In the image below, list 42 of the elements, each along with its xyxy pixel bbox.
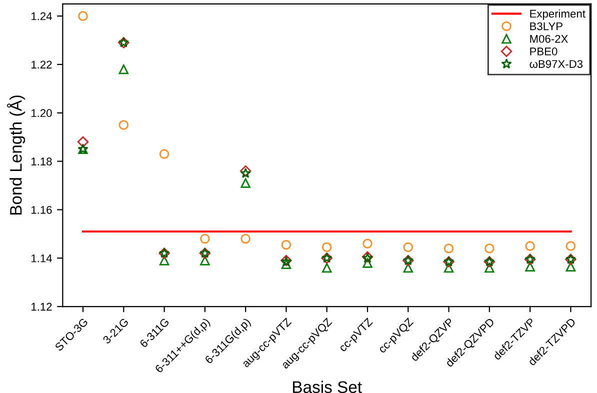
point — [322, 242, 332, 252]
point — [281, 240, 292, 250]
point — [484, 262, 494, 273]
y-tick-label: 1.20 — [31, 109, 52, 118]
y-tick-label: 1.14 — [31, 254, 52, 262]
point — [566, 241, 576, 251]
legend-label: PBE0 — [530, 48, 558, 56]
point — [525, 241, 535, 251]
y-tick-label: 1.16 — [31, 206, 52, 214]
point — [78, 11, 88, 21]
legend-label: ωB97X-D3 — [530, 60, 583, 68]
y-tick-label: 1.22 — [31, 60, 52, 68]
legend-label: Experiment — [530, 9, 586, 20]
point — [159, 149, 170, 159]
y-axis-title: Bond Length (Å) — [7, 96, 26, 215]
point — [484, 244, 494, 254]
y-tick-label: 1.18 — [31, 158, 52, 166]
point — [362, 238, 372, 248]
point — [403, 262, 414, 273]
point — [77, 136, 89, 148]
point — [362, 258, 372, 268]
point — [322, 262, 332, 273]
x-axis-title: Basis Set — [293, 380, 362, 393]
point — [403, 242, 414, 252]
point — [159, 256, 170, 266]
point — [118, 64, 129, 74]
point — [240, 178, 250, 188]
point — [566, 262, 576, 272]
legend-label: M06-2X — [530, 34, 568, 43]
point — [444, 262, 454, 273]
point — [118, 120, 129, 130]
point — [240, 234, 250, 244]
point — [200, 234, 210, 244]
point — [240, 165, 252, 177]
y-tick-label: 1.24 — [31, 12, 52, 20]
point — [200, 256, 210, 266]
point — [281, 259, 292, 270]
legend-label: B3LYP — [530, 22, 562, 30]
point — [444, 244, 454, 254]
point — [525, 262, 535, 272]
point — [240, 168, 251, 178]
y-tick-label: 1.12 — [31, 302, 52, 311]
